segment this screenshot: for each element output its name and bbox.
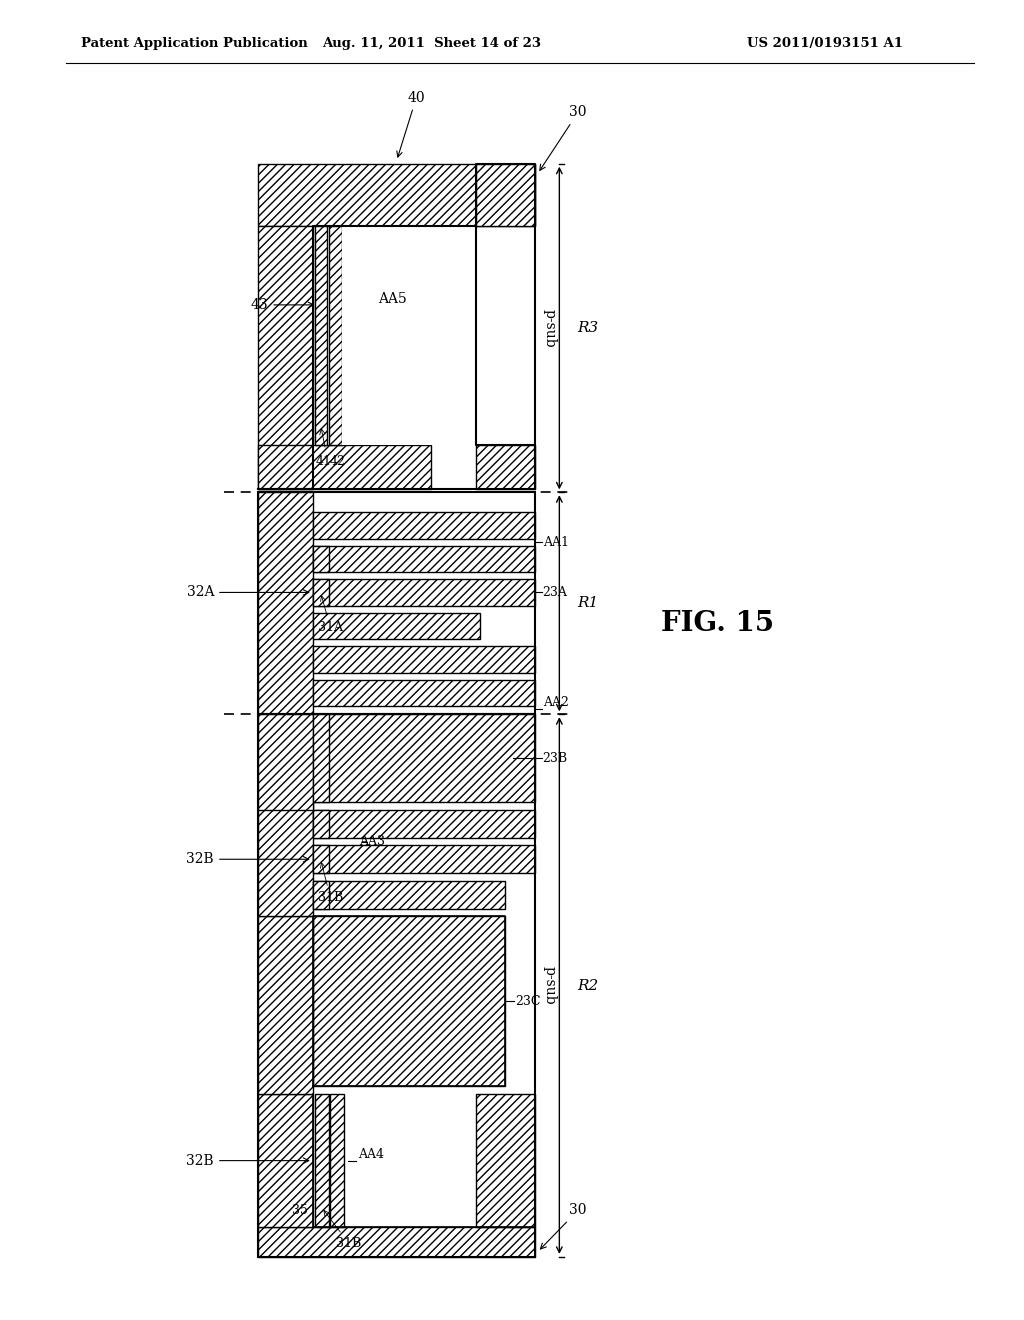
Bar [258,226,312,490]
Text: 23C: 23C [515,995,541,1007]
Text: AA1: AA1 [543,536,568,549]
Bar [312,916,505,1086]
Text: 41: 41 [315,455,332,467]
Text: AA3: AA3 [359,836,385,847]
Text: 31A: 31A [317,597,343,634]
Bar [312,810,535,838]
Text: 32B: 32B [186,1154,308,1168]
Bar [258,916,312,1094]
Text: FIG. 15: FIG. 15 [660,610,774,636]
Text: 42: 42 [330,455,345,467]
Bar [312,810,329,838]
Bar [312,612,480,639]
Bar [258,492,535,714]
Bar [258,1228,535,1257]
Bar [258,164,535,226]
Text: Aug. 11, 2011  Sheet 14 of 23: Aug. 11, 2011 Sheet 14 of 23 [322,37,541,50]
Text: R3: R3 [578,321,598,335]
Bar [258,788,312,916]
Text: 23B: 23B [543,751,567,764]
Bar [312,545,535,572]
Bar [258,714,535,1257]
Text: AA2: AA2 [543,697,568,709]
Bar [475,1094,535,1228]
Text: p-sub: p-sub [543,309,557,347]
Text: R1: R1 [578,597,598,610]
Bar [312,714,329,803]
Bar [331,1094,344,1228]
Text: AA5: AA5 [378,292,407,306]
Text: 30: 30 [540,106,587,170]
Text: 31B: 31B [317,863,343,904]
Text: 43: 43 [251,298,313,312]
Bar [312,714,535,803]
Bar [312,845,329,873]
Text: 31B: 31B [324,1210,361,1250]
Bar [312,880,329,908]
Text: 32A: 32A [186,586,308,599]
Text: US 2011/0193151 A1: US 2011/0193151 A1 [746,37,903,50]
Bar [314,226,327,445]
Bar [312,880,505,908]
Text: AA4: AA4 [358,1147,384,1160]
Bar [312,680,535,706]
Bar [475,164,535,226]
Text: Patent Application Publication: Patent Application Publication [81,37,307,50]
Bar [258,445,431,490]
Bar [258,1094,312,1228]
Bar [258,492,312,714]
Text: p-sub: p-sub [543,966,557,1005]
Bar [312,579,535,606]
Bar [342,226,475,445]
Text: 30: 30 [541,1204,587,1249]
Bar [258,714,312,810]
Bar [312,512,535,539]
Text: 23A: 23A [543,586,567,599]
Text: R2: R2 [578,978,598,993]
Bar [475,445,535,490]
Bar [312,545,329,572]
Bar [312,845,535,873]
Text: 32B: 32B [186,853,308,866]
Bar [312,647,535,673]
Bar [329,226,342,445]
Text: 35: 35 [292,1204,308,1217]
Bar [312,579,329,606]
Bar [314,1094,329,1228]
Text: 40: 40 [396,91,425,157]
